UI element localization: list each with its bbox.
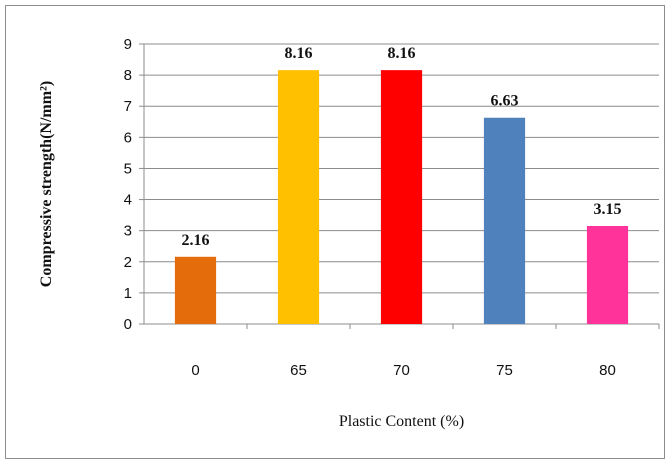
bar-65: [277, 70, 320, 324]
x-axis-title: Plastic Content (%): [339, 413, 464, 430]
data-label-70: 8.16: [388, 45, 416, 62]
y-tick-label-0: 0: [124, 316, 132, 333]
bar-0: [174, 256, 217, 324]
y-axis-title: Compressive strength(N/mm²): [38, 81, 55, 287]
data-label-75: 6.63: [491, 93, 519, 110]
bar-75: [483, 117, 526, 324]
y-tick-label-7: 7: [124, 98, 132, 115]
y-tick-label-5: 5: [124, 160, 132, 177]
x-tick-label-75: 75: [496, 362, 513, 379]
y-tick-label-1: 1: [124, 285, 132, 302]
y-tick-labels: 0 1 2 3 4 5 6 7 8 9: [124, 36, 132, 333]
bars: [174, 70, 629, 324]
bar-chart: 2.16 8.16 8.16 6.63 3.15 0 1 2 3 4 5 6 7 8 9 0 65 70 75 8…: [38, 36, 660, 430]
y-tick-label-2: 2: [124, 254, 132, 271]
chart-frame: 2.16 8.16 8.16 6.63 3.15 0 1 2 3 4 5 6 7 8 9 0 65 70 75 8…: [5, 5, 665, 459]
y-tick-label-8: 8: [124, 67, 132, 84]
x-tick-label-80: 80: [599, 362, 616, 379]
x-tick-label-65: 65: [290, 362, 307, 379]
x-tick-labels: 0 65 70 75 80: [191, 362, 616, 379]
y-tick-label-6: 6: [124, 129, 132, 146]
x-tick-label-70: 70: [393, 362, 410, 379]
data-label-80: 3.15: [594, 201, 622, 218]
y-tick-label-3: 3: [124, 223, 132, 240]
data-labels: 2.16 8.16 8.16 6.63 3.15: [182, 45, 622, 249]
y-tick-label-4: 4: [124, 192, 132, 209]
y-tick-label-9: 9: [124, 36, 132, 53]
data-label-65: 8.16: [285, 45, 313, 62]
data-label-0: 2.16: [182, 232, 210, 249]
x-tick-label-0: 0: [191, 362, 199, 379]
bar-70: [380, 70, 423, 324]
bar-80: [586, 226, 629, 324]
